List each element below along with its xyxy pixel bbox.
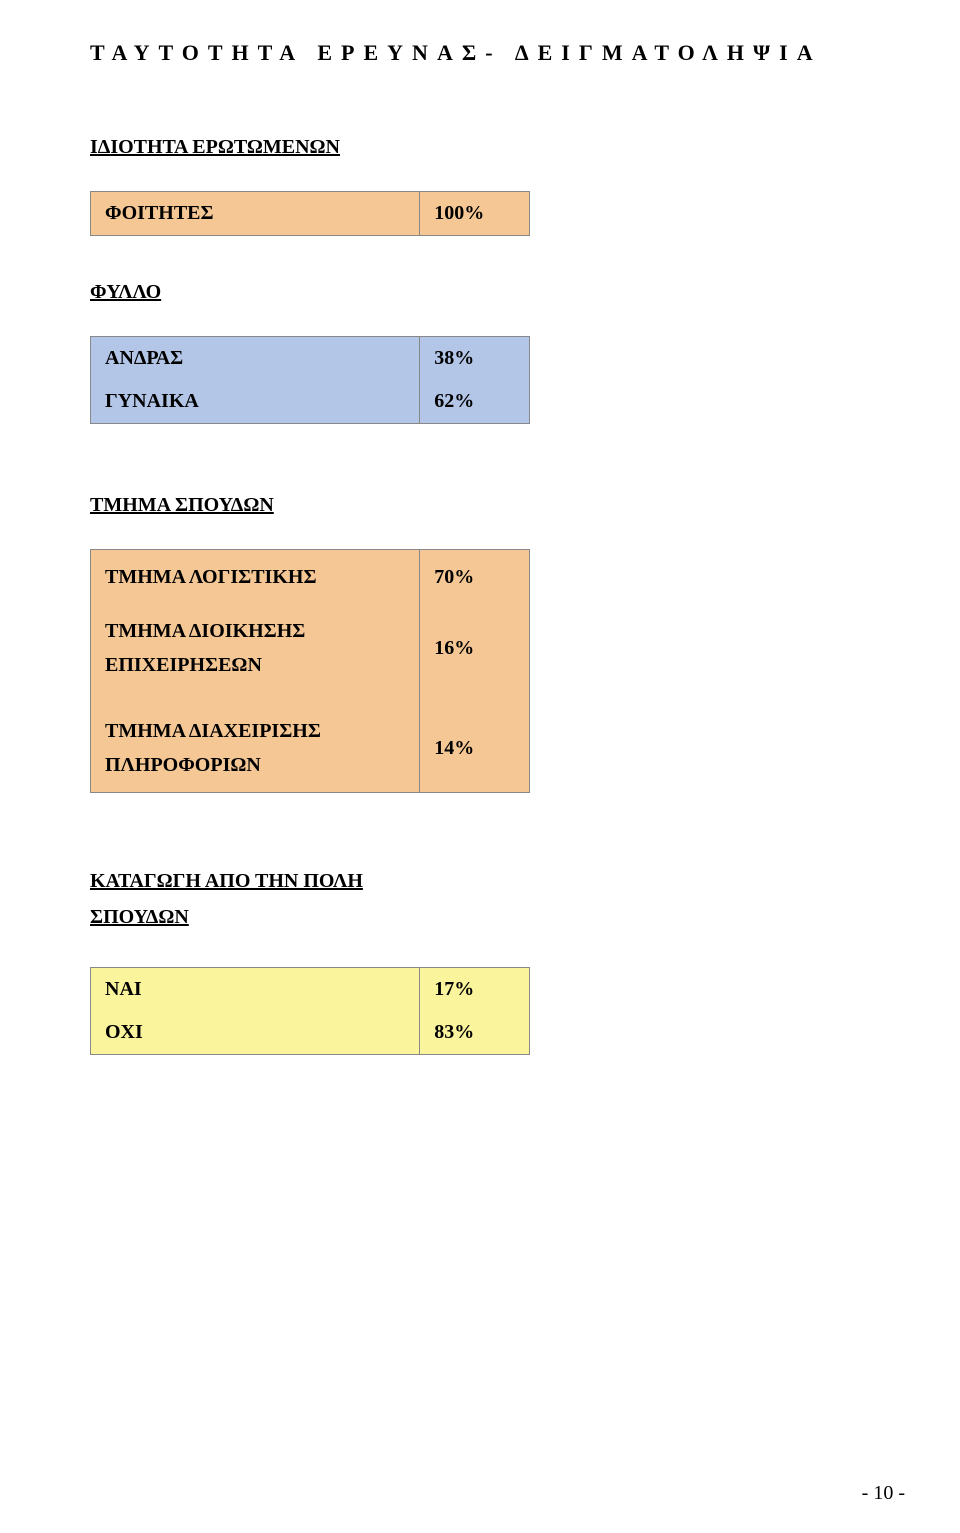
row-label-line2: ΕΠΙΧΕΙΡΗΣΕΩΝ: [105, 654, 262, 676]
page-title: ΤΑΥΤΟΤΗΤΑ ΕΡΕΥΝΑΣ- ΔΕΙΓΜΑΤΟΛΗΨΙΑ: [90, 40, 905, 66]
page-number: - 10 -: [862, 1482, 905, 1505]
row-label: ΤΜΗΜΑ ΔΙΑΧΕΙΡΙΣΗΣ ΠΛΗΡΟΦΟΡΙΩΝ: [91, 704, 420, 793]
row-value: 83%: [420, 1011, 530, 1055]
section4-header-line1: ΚΑΤΑΓΩΓΗ ΑΠΟ ΤΗΝ ΠΟΛΗ: [90, 870, 363, 892]
section3-header: ΤΜΗΜΑ ΣΠΟΥΔΩΝ: [90, 494, 905, 517]
table-row: ΦΟΙΤΗΤΕΣ 100%: [91, 192, 530, 236]
section1-header: ΙΔΙΟΤΗΤΑ ΕΡΩΤΩΜΕΝΩΝ: [90, 136, 905, 159]
table-row: ΓΥΝΑΙΚΑ 62%: [91, 380, 530, 424]
row-label: ΤΜΗΜΑ ΛΟΓΙΣΤΙΚΗΣ: [91, 550, 420, 605]
section4-header-line2: ΣΠΟΥΔΩΝ: [90, 906, 189, 928]
row-value: 14%: [420, 704, 530, 793]
section4-table: ΝΑΙ 17% ΟΧΙ 83%: [90, 967, 530, 1055]
row-value: 70%: [420, 550, 530, 605]
row-label-line2: ΠΛΗΡΟΦΟΡΙΩΝ: [105, 754, 261, 776]
table-row: ΝΑΙ 17%: [91, 968, 530, 1012]
table-row: ΤΜΗΜΑ ΔΙΟΙΚΗΣΗΣ ΕΠΙΧΕΙΡΗΣΕΩΝ 16%: [91, 604, 530, 692]
section3-table: ΤΜΗΜΑ ΛΟΓΙΣΤΙΚΗΣ 70% ΤΜΗΜΑ ΔΙΟΙΚΗΣΗΣ ΕΠΙ…: [90, 549, 530, 793]
row-label: ΝΑΙ: [91, 968, 420, 1012]
row-value: 62%: [420, 380, 530, 424]
row-label-line1: ΤΜΗΜΑ ΔΙΑΧΕΙΡΙΣΗΣ: [105, 720, 321, 742]
row-value: 16%: [420, 604, 530, 692]
row-label: ΦΟΙΤΗΤΕΣ: [91, 192, 420, 236]
row-value: 100%: [420, 192, 530, 236]
table-row: ΟΧΙ 83%: [91, 1011, 530, 1055]
row-label: ΓΥΝΑΙΚΑ: [91, 380, 420, 424]
row-label: ΤΜΗΜΑ ΔΙΟΙΚΗΣΗΣ ΕΠΙΧΕΙΡΗΣΕΩΝ: [91, 604, 420, 692]
row-label-line1: ΤΜΗΜΑ ΔΙΟΙΚΗΣΗΣ: [105, 620, 305, 642]
section2-header: ΦΥΛΛΟ: [90, 281, 905, 304]
table-spacer: [91, 692, 530, 704]
row-label: ΟΧΙ: [91, 1011, 420, 1055]
section4-header: ΚΑΤΑΓΩΓΗ ΑΠΟ ΤΗΝ ΠΟΛΗ ΣΠΟΥΔΩΝ: [90, 863, 905, 935]
row-value: 38%: [420, 337, 530, 381]
table-row: ΤΜΗΜΑ ΔΙΑΧΕΙΡΙΣΗΣ ΠΛΗΡΟΦΟΡΙΩΝ 14%: [91, 704, 530, 793]
table-row: ΑΝΔΡΑΣ 38%: [91, 337, 530, 381]
row-label: ΑΝΔΡΑΣ: [91, 337, 420, 381]
section1-table: ΦΟΙΤΗΤΕΣ 100%: [90, 191, 530, 236]
row-value: 17%: [420, 968, 530, 1012]
section2-table: ΑΝΔΡΑΣ 38% ΓΥΝΑΙΚΑ 62%: [90, 336, 530, 424]
table-row: ΤΜΗΜΑ ΛΟΓΙΣΤΙΚΗΣ 70%: [91, 550, 530, 605]
